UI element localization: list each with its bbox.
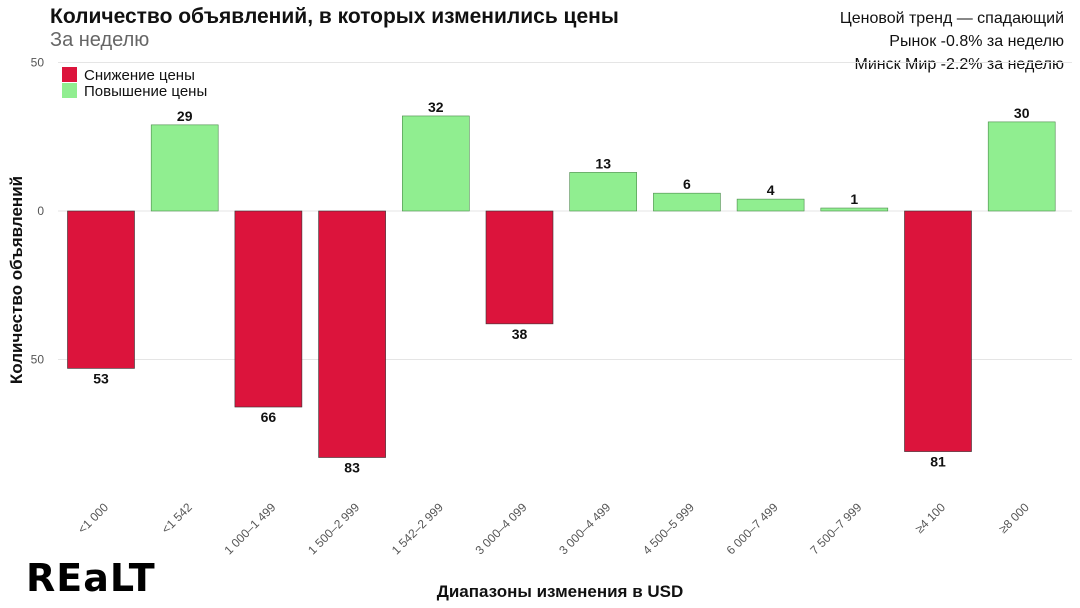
x-tick-label: ≥8 000 [996, 500, 1032, 536]
trend-notes: Ценовой тренд — спадающий Рынок -0.8% за… [840, 7, 1064, 76]
x-axis-title: Диапазоны изменения в USD [437, 582, 684, 601]
bar [234, 210, 303, 408]
data-label: 81 [930, 454, 946, 470]
market-note: Рынок -0.8% за неделю [889, 33, 1064, 50]
data-label: 13 [595, 155, 611, 171]
district-note: Минск Мир -2.2% за неделю [854, 56, 1065, 73]
legend-label: Снижение цены [84, 67, 195, 84]
data-label: 30 [1014, 105, 1030, 121]
legend-swatch [62, 67, 77, 82]
x-tick-label: 3 000–4 099 [473, 500, 530, 557]
data-label: 66 [261, 409, 277, 425]
bar [318, 210, 386, 458]
bar [150, 124, 219, 212]
bar [569, 172, 638, 212]
realt-logo: RЕaLT [26, 556, 156, 600]
data-label: 38 [512, 326, 528, 342]
legend-swatch [62, 83, 77, 98]
chart-title: Количество объявлений, в которых изменил… [50, 5, 619, 28]
bar [653, 192, 721, 212]
bar [904, 210, 972, 452]
bar [820, 207, 889, 212]
x-tick-label: 1 542–2 999 [389, 500, 446, 557]
data-label: 1 [850, 191, 858, 207]
bar [401, 115, 470, 212]
x-tick-label: <1 542 [159, 500, 195, 536]
y-tick-label: 50 [31, 56, 45, 70]
bar [67, 210, 135, 369]
data-label: 6 [683, 176, 691, 192]
data-label: 29 [177, 108, 193, 124]
x-tick-label: 1 500–2 999 [305, 500, 362, 557]
chart-subtitle: За неделю [50, 29, 150, 51]
bar [485, 210, 554, 325]
y-tick-label: 50 [31, 353, 45, 367]
data-label: 4 [767, 182, 775, 198]
y-axis-title: Количество объявлений [7, 176, 26, 384]
legend-label: Повышение цены [84, 83, 207, 100]
data-label: 53 [93, 370, 109, 386]
bar [736, 198, 805, 212]
y-tick-label: 0 [37, 204, 44, 218]
x-tick-label: 4 500–5 999 [640, 500, 697, 557]
x-tick-label: 7 500–7 999 [807, 500, 864, 557]
x-tick-label: <1 000 [75, 500, 111, 536]
x-tick-label: ≥4 100 [912, 500, 948, 536]
bar [987, 121, 1056, 212]
x-tick-label: 3 000–4 499 [556, 500, 613, 557]
x-tick-label: 1 000–1 499 [221, 500, 278, 557]
x-tick-label: 6 000–7 499 [724, 500, 781, 557]
data-label: 83 [344, 460, 360, 476]
trend-note: Ценовой тренд — спадающий [839, 10, 1064, 27]
data-label: 32 [428, 99, 444, 115]
